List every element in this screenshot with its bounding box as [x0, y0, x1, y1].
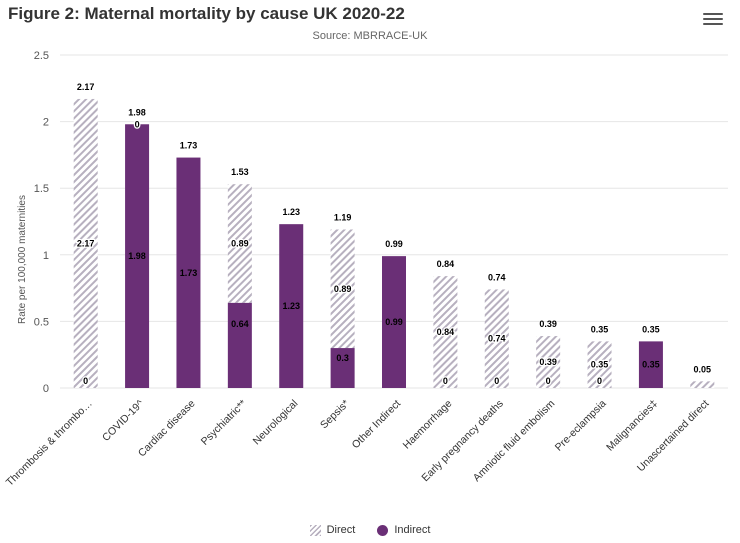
bar-indirect: [227, 302, 252, 388]
legend: Direct Indirect: [0, 524, 740, 536]
y-axis-label: Rate per 100,000 maternities: [17, 195, 28, 324]
bar-direct: [690, 381, 715, 388]
base-zero-label: 0: [597, 376, 602, 386]
bar-indirect: [638, 341, 663, 388]
x-category-label: Malignancies‡: [604, 398, 660, 454]
direct-value-label: 2.17: [77, 238, 95, 248]
base-zero-label: 0: [83, 376, 88, 386]
y-tick-label: 2.5: [34, 50, 49, 62]
base-zero-label: 0: [546, 376, 551, 386]
y-tick-label: 1.5: [34, 183, 49, 195]
direct-value-label: 0.84: [437, 327, 455, 337]
bar-direct: [330, 229, 355, 349]
total-label: 0.35: [591, 324, 609, 334]
total-label: 1.73: [180, 141, 198, 151]
bar-direct: [227, 184, 252, 303]
y-axis-ticks: 0 0.5 1 1.5 2 2.5: [34, 50, 49, 395]
base-zero-label: 0: [443, 376, 448, 386]
bar-direct: [536, 336, 561, 388]
bar-direct: [73, 98, 98, 389]
legend-item-direct[interactable]: Direct: [309, 524, 356, 536]
total-label: 1.19: [334, 212, 352, 222]
y-tick-label: 1: [43, 250, 49, 262]
y-tick-label: 0: [43, 383, 49, 395]
total-label: 2.17: [77, 82, 95, 92]
chart-subtitle: Source: MBRRACE-UK: [312, 30, 428, 42]
bars: [73, 98, 715, 389]
indirect-value-label: 0.64: [231, 319, 249, 329]
indirect-value-label: 0.99: [385, 317, 403, 327]
bar-direct: [484, 289, 509, 388]
bar-indirect: [382, 256, 406, 388]
indirect-swatch-icon: [377, 524, 389, 536]
x-category-label: Haemorrhage: [401, 398, 455, 452]
bar-direct: [587, 341, 612, 388]
x-category-label: COVID-19^: [100, 398, 146, 444]
direct-value-label: 0: [135, 119, 140, 129]
direct-value-label: 0.89: [334, 284, 352, 294]
direct-swatch-icon: [309, 524, 321, 536]
total-label: 0.39: [539, 319, 557, 329]
total-label: 1.98: [128, 107, 146, 117]
x-category-label: Neurological: [251, 398, 301, 448]
x-category-label: Pre-eclampsia: [553, 398, 609, 454]
direct-value-label: 0.35: [591, 360, 609, 370]
indirect-value-label: 1.73: [180, 268, 198, 278]
legend-label-indirect: Indirect: [394, 524, 431, 536]
total-label: 1.23: [282, 207, 300, 217]
total-label: 0.35: [642, 324, 660, 334]
direct-value-label: 0.74: [488, 334, 506, 344]
x-category-label: Other Indirect: [350, 398, 404, 452]
bar-indirect: [176, 157, 201, 388]
x-category-label: Sepsis*: [318, 398, 352, 432]
indirect-value-label: 0.35: [642, 360, 660, 370]
grid-lines: [60, 54, 728, 389]
legend-item-indirect[interactable]: Indirect: [377, 524, 430, 536]
direct-value-label: 0.89: [231, 238, 249, 248]
total-label: 0.74: [488, 272, 506, 282]
x-category-label: Psychiatric**: [199, 398, 249, 448]
bar-direct: [433, 276, 458, 388]
y-tick-label: 0.5: [34, 316, 49, 328]
total-label: 0.99: [385, 239, 403, 249]
legend-label-direct: Direct: [326, 524, 356, 536]
indirect-value-label: 0.3: [336, 353, 349, 363]
chart-title: Figure 2: Maternal mortality by cause UK…: [8, 4, 405, 23]
hamburger-menu-icon[interactable]: [700, 10, 726, 30]
total-label: 0.05: [694, 364, 712, 374]
bar-indirect: [330, 348, 355, 388]
bar-indirect: [125, 124, 150, 388]
data-labels: 2.17 2.17 0 1.98 1.98 0 1.73 1.73 1.53 0.64 0.89 1.…: [76, 82, 712, 387]
y-tick-label: 2: [43, 117, 49, 129]
chart-plot: 0 0.5 1 1.5 2 2.5 Rate per 100,000 maternitie…: [4, 50, 728, 489]
bar-indirect: [279, 224, 304, 388]
x-axis-categories: Thrombosis & thrombo… COVID-19^Cardiac di…: [4, 397, 712, 488]
x-category-label: Thrombosis & thrombo…: [4, 398, 95, 489]
indirect-value-label: 1.98: [128, 251, 146, 261]
total-label: 0.84: [437, 259, 455, 269]
direct-value-label: 0.39: [539, 357, 557, 367]
base-zero-label: 0: [494, 376, 499, 386]
indirect-value-label: 1.23: [282, 301, 300, 311]
total-label: 1.53: [231, 167, 249, 177]
